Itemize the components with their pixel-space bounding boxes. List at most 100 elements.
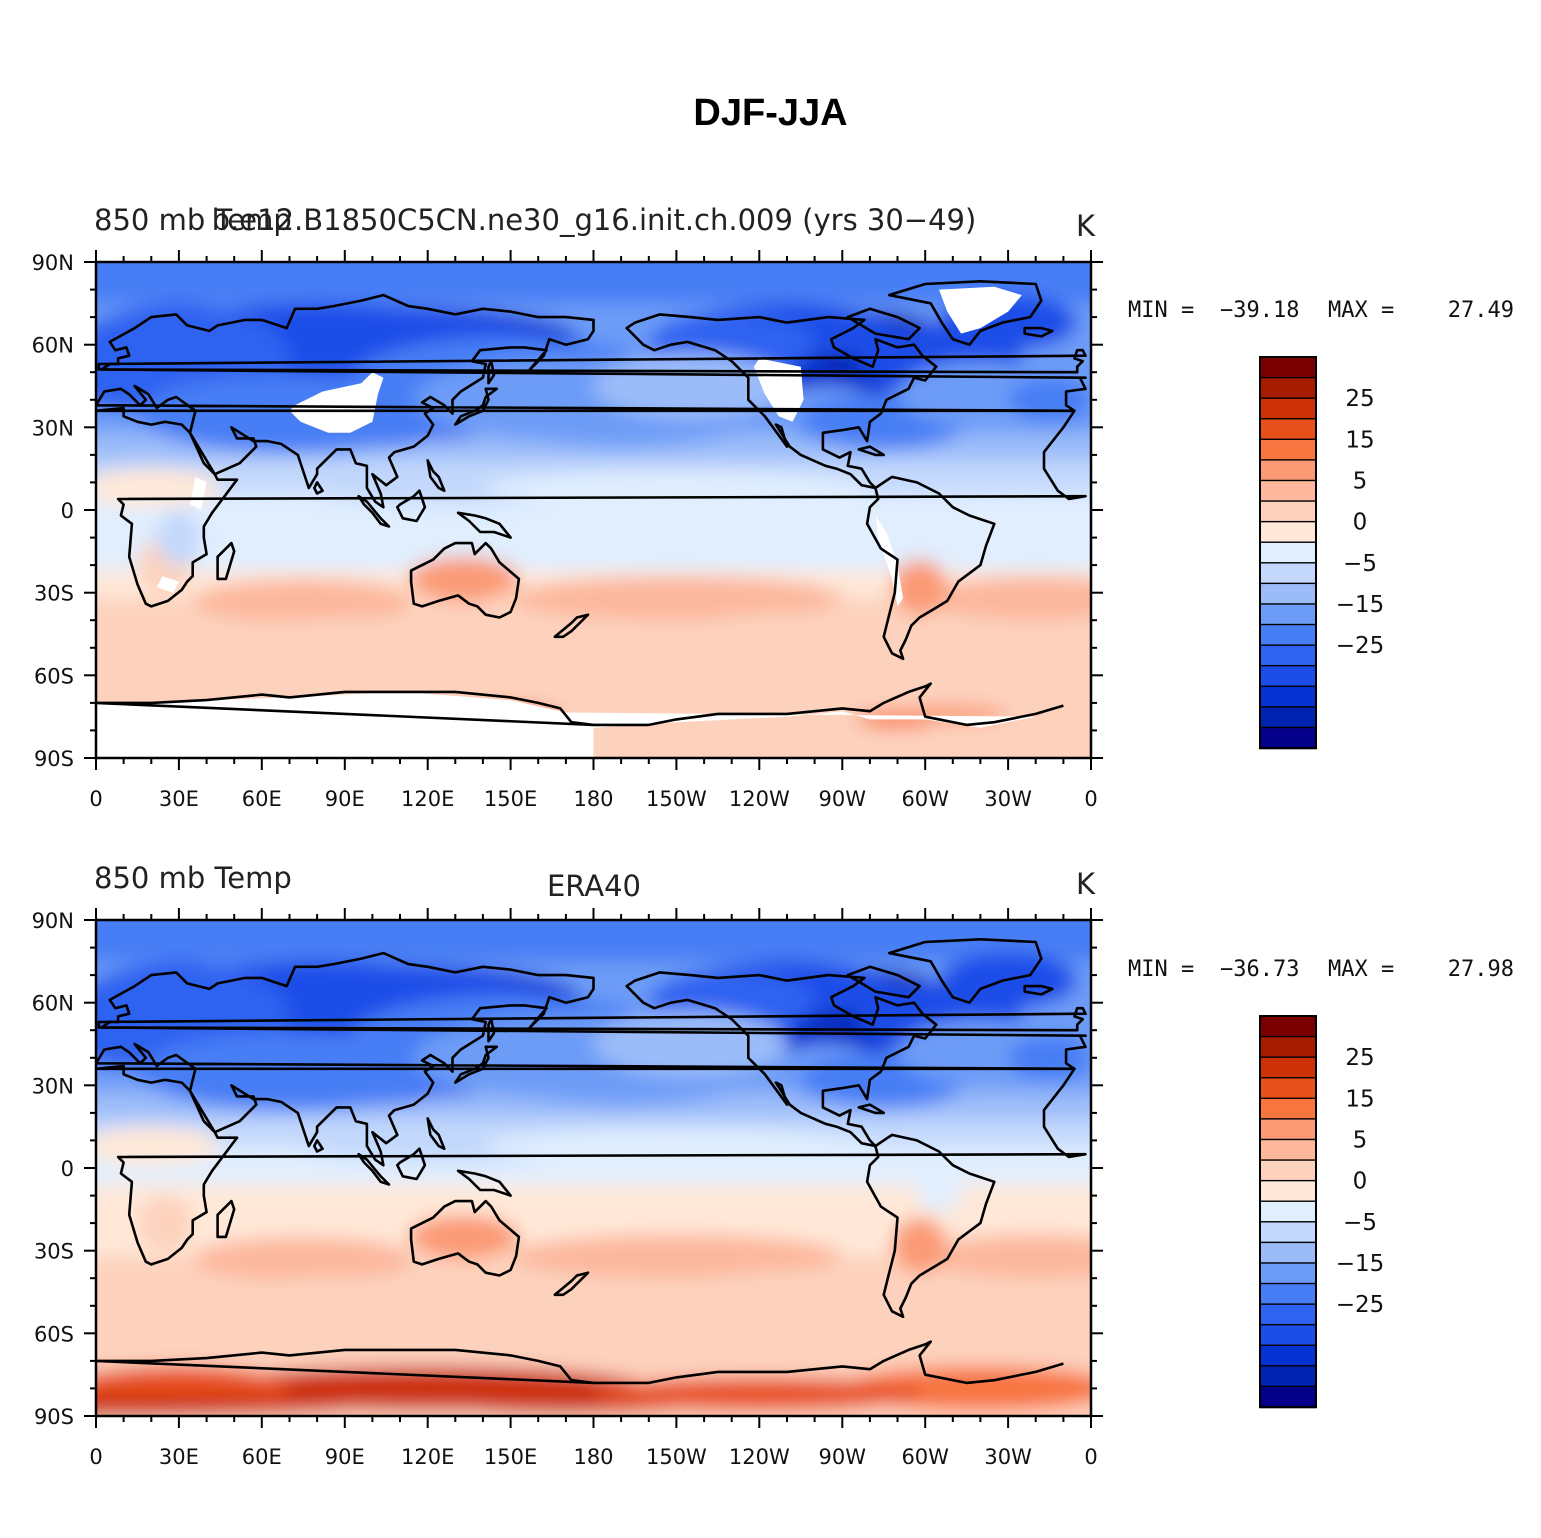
colorbar-model: 25 15 5 0 −5 −15 −25 xyxy=(1259,356,1385,750)
colorbar-box xyxy=(1259,459,1317,482)
coastlines-model xyxy=(96,280,1087,727)
colorbar-box xyxy=(1259,1241,1317,1265)
x-tick-label: 150E xyxy=(484,787,537,811)
colorbar-box xyxy=(1259,376,1317,400)
x-tick-label: 150W xyxy=(646,1445,707,1469)
y-tick-label: 90S xyxy=(34,747,74,771)
colorbar-tick-label: 0 xyxy=(1353,1169,1368,1195)
x-tick-label: 120W xyxy=(729,787,790,811)
x-tick-label: 90E xyxy=(325,787,365,811)
x-tick-label: 180 xyxy=(573,787,613,811)
colorbar-box xyxy=(1259,1200,1317,1224)
colorbar-tick-label: 25 xyxy=(1345,386,1374,412)
colorbar-era40: 25 15 5 0 −5 −15 −25 xyxy=(1259,1015,1385,1409)
colorbar-tick-label: 15 xyxy=(1345,427,1374,453)
y-tick-label: 90N xyxy=(32,251,74,275)
panel-center-title: ERA40 xyxy=(547,869,641,903)
x-tick-label: 90E xyxy=(325,1445,365,1469)
colorbar-tick-label: 15 xyxy=(1345,1086,1374,1112)
max-value: 27.49 xyxy=(1448,298,1514,323)
y-tick-label: 30S xyxy=(34,582,74,606)
x-tick-label: 90W xyxy=(819,787,867,811)
colorbar-box xyxy=(1259,1097,1317,1121)
colorbar-box xyxy=(1259,1159,1317,1182)
colorbar-box xyxy=(1259,1303,1317,1326)
main-title: DJF-JJA xyxy=(693,92,848,134)
colorbar-box xyxy=(1259,623,1317,647)
panel-units: K xyxy=(1076,209,1096,243)
colorbar-box xyxy=(1259,685,1317,709)
x-tick-label: 150E xyxy=(484,1445,537,1469)
colorbar-box xyxy=(1259,1015,1317,1038)
colorbar-box xyxy=(1259,418,1317,441)
colorbar-box xyxy=(1259,1118,1317,1141)
colorbar-box xyxy=(1259,1365,1317,1388)
colorbar-tick-label: 5 xyxy=(1353,1128,1368,1154)
x-tick-label: 60W xyxy=(901,787,949,811)
x-tick-label: 30W xyxy=(984,1445,1032,1469)
min-label: MIN = xyxy=(1128,298,1194,323)
x-tick-label: 120E xyxy=(401,787,454,811)
min-label: MIN = xyxy=(1128,957,1194,982)
colorbar-tick-label: −5 xyxy=(1343,1210,1377,1236)
x-axis-labels-model: 0 30E 60E 90E 120E 150E 180 150W 120W 90W 60W 30W 0 xyxy=(89,787,1097,811)
y-tick-label: 0 xyxy=(61,499,74,523)
coastlines-era40 xyxy=(96,938,1087,1385)
colorbar-box xyxy=(1259,562,1317,585)
y-tick-label: 60N xyxy=(32,334,74,358)
colorbar-box xyxy=(1259,706,1317,729)
x-tick-label: 30E xyxy=(159,787,199,811)
colorbar-tick-label: −15 xyxy=(1336,592,1385,618)
axis-ticks-model xyxy=(84,250,1103,770)
x-tick-label: 120E xyxy=(401,1445,454,1469)
colorbar-tick-label: −25 xyxy=(1336,633,1385,659)
x-tick-label: 0 xyxy=(89,1445,102,1469)
x-tick-label: 60E xyxy=(242,787,282,811)
temperature-field-era40 xyxy=(96,920,1091,1416)
y-tick-label: 60S xyxy=(34,664,74,688)
colorbar-tick-label: −25 xyxy=(1336,1292,1385,1318)
colorbar-tick-label: −15 xyxy=(1336,1251,1385,1277)
x-tick-label: 30E xyxy=(159,1445,199,1469)
colorbar-box xyxy=(1259,664,1317,688)
y-axis-labels-era40: 90N 60N 30N 0 30S 60S 90S xyxy=(32,909,74,1429)
min-value: −36.73 xyxy=(1220,957,1299,982)
max-label: MAX = xyxy=(1328,957,1394,982)
colorbar-box xyxy=(1259,520,1317,544)
max-label: MAX = xyxy=(1328,298,1394,323)
x-axis-labels-era40: 0 30E 60E 90E 120E 150E 180 150W 120W 90W 60W 30W 0 xyxy=(89,1445,1097,1469)
colorbar-box xyxy=(1259,1056,1317,1080)
colorbar-box xyxy=(1259,726,1317,750)
colorbar-box xyxy=(1259,1179,1317,1203)
x-tick-label: 60W xyxy=(901,1445,949,1469)
y-tick-label: 90S xyxy=(34,1405,74,1429)
panel-left-title: 850 mb Temp xyxy=(94,861,292,895)
colorbar-tick-label: 5 xyxy=(1353,469,1368,495)
colorbar-box xyxy=(1259,644,1317,667)
colorbar-box xyxy=(1259,1344,1317,1368)
x-tick-label: 0 xyxy=(1084,1445,1097,1469)
colorbar-box xyxy=(1259,541,1317,565)
colorbar-box xyxy=(1259,356,1317,379)
colorbar-box xyxy=(1259,500,1317,523)
colorbar-tick-label: −5 xyxy=(1343,551,1377,577)
y-tick-label: 60N xyxy=(32,992,74,1016)
panel-left-title: 850 mb Temp xyxy=(94,203,292,237)
x-tick-label: 30W xyxy=(984,787,1032,811)
colorbar-box xyxy=(1259,1077,1317,1100)
temperature-field-model xyxy=(96,262,1091,758)
y-tick-label: 30N xyxy=(32,1074,74,1098)
colorbar-box xyxy=(1259,1323,1317,1347)
colorbar-box xyxy=(1259,1262,1317,1285)
colorbar-box xyxy=(1259,1282,1317,1306)
x-tick-label: 90W xyxy=(819,1445,867,1469)
max-value: 27.98 xyxy=(1448,957,1514,982)
colorbar-box xyxy=(1259,1035,1317,1059)
colorbar-tick-label: 25 xyxy=(1345,1045,1374,1071)
axis-ticks-era40 xyxy=(84,908,1103,1428)
min-value: −39.18 xyxy=(1220,298,1299,323)
y-axis-labels-model: 90N 60N 30N 0 30S 60S 90S xyxy=(32,251,74,771)
colorbar-tick-label: 0 xyxy=(1353,510,1368,536)
x-tick-label: 0 xyxy=(1084,787,1097,811)
